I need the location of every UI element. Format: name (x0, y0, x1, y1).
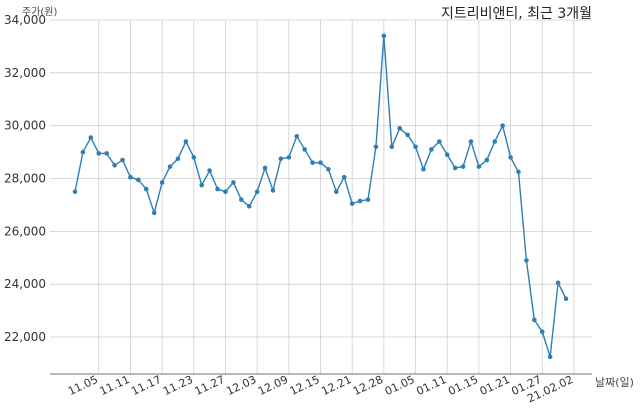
data-point (151, 210, 157, 216)
data-point (532, 317, 537, 323)
x-tick-label: 12.03 (224, 373, 258, 398)
data-point (397, 126, 402, 131)
data-point (310, 160, 315, 165)
data-point (326, 166, 331, 172)
data-point (191, 155, 197, 160)
data-point (143, 186, 149, 192)
data-point (278, 156, 284, 161)
data-point (341, 174, 347, 180)
x-tick-label: 01.05 (383, 373, 417, 398)
x-tick-label: 01.11 (414, 373, 448, 398)
data-point (563, 296, 569, 302)
x-tick-label: 11.11 (98, 373, 132, 398)
data-point (468, 139, 474, 144)
x-tick-label: 12.15 (288, 373, 322, 398)
data-point (429, 147, 434, 152)
x-tick-label: 11.27 (193, 373, 227, 398)
x-axis-label: 날짜(일) (595, 375, 634, 389)
data-point (492, 139, 498, 144)
data-point (334, 189, 339, 195)
data-point (389, 144, 395, 150)
data-point (207, 168, 212, 173)
data-point (254, 189, 260, 195)
data-point (136, 177, 141, 183)
data-point (357, 198, 363, 204)
data-point (246, 203, 252, 209)
data-point (484, 157, 490, 163)
data-point (215, 186, 220, 192)
x-tick-label: 11.05 (66, 373, 100, 398)
data-point (88, 135, 94, 140)
x-tick-label: 01.15 (446, 373, 480, 398)
y-tick-label: 28,000 (4, 172, 46, 186)
y-tick-labels: 22,000 24,000 26,000 28,000 30,000 32,000 34,0… (4, 13, 46, 344)
data-point (413, 144, 418, 150)
data-point (294, 133, 300, 139)
chart-title: 지트리비앤티, 최근 3개월 (441, 6, 592, 22)
data-point (128, 174, 133, 180)
data-point (555, 280, 561, 286)
data-point (120, 157, 125, 163)
y-axis-label: 주가(원) (22, 6, 58, 18)
y-tick-label: 30,000 (4, 119, 46, 133)
data-point (318, 160, 323, 165)
data-point (436, 139, 442, 144)
data-point (231, 180, 236, 185)
data-point (239, 197, 244, 202)
y-tick-label: 26,000 (4, 224, 46, 238)
data-point (365, 197, 371, 202)
data-point (444, 152, 450, 158)
data-point (199, 182, 205, 188)
x-tick-label: 01.21 (478, 373, 512, 398)
x-tick-label: 12.28 (351, 373, 385, 398)
data-point (405, 132, 410, 138)
data-point (262, 165, 268, 171)
data-point (80, 149, 86, 155)
data-point (96, 151, 102, 156)
data-point (183, 139, 189, 144)
data-point (112, 162, 117, 168)
x-tick-labels: 11.0511.1111.1711.2311.2712.0312.0912.15… (66, 373, 575, 405)
data-point (104, 151, 109, 156)
price-points (72, 33, 569, 360)
data-point (223, 189, 228, 195)
y-tick-label: 24,000 (4, 277, 46, 291)
grid-lines (50, 19, 592, 374)
data-point (373, 144, 379, 150)
y-tick-label: 32,000 (4, 66, 46, 80)
data-point (175, 156, 181, 161)
data-point (460, 164, 466, 169)
x-tick-label: 11.17 (129, 373, 163, 398)
data-point (270, 188, 276, 193)
data-point (421, 166, 426, 172)
data-point (452, 165, 458, 171)
data-point (302, 147, 307, 152)
y-tick-label: 22,000 (4, 330, 46, 344)
data-point (547, 354, 553, 360)
data-point (349, 201, 355, 206)
data-point (508, 155, 513, 160)
data-point (72, 189, 78, 195)
data-point (167, 164, 173, 169)
data-point (286, 155, 292, 160)
data-point (476, 164, 482, 169)
data-point (500, 123, 505, 128)
x-tick-label: 12.21 (319, 373, 353, 398)
data-point (539, 329, 545, 335)
x-tick-label: 11.23 (161, 373, 195, 398)
data-point (159, 180, 165, 185)
data-point (516, 169, 521, 175)
y-tick-label: 34,000 (4, 13, 46, 27)
data-point (381, 33, 387, 39)
data-point (524, 258, 529, 263)
x-tick-label: 12.09 (256, 373, 290, 398)
